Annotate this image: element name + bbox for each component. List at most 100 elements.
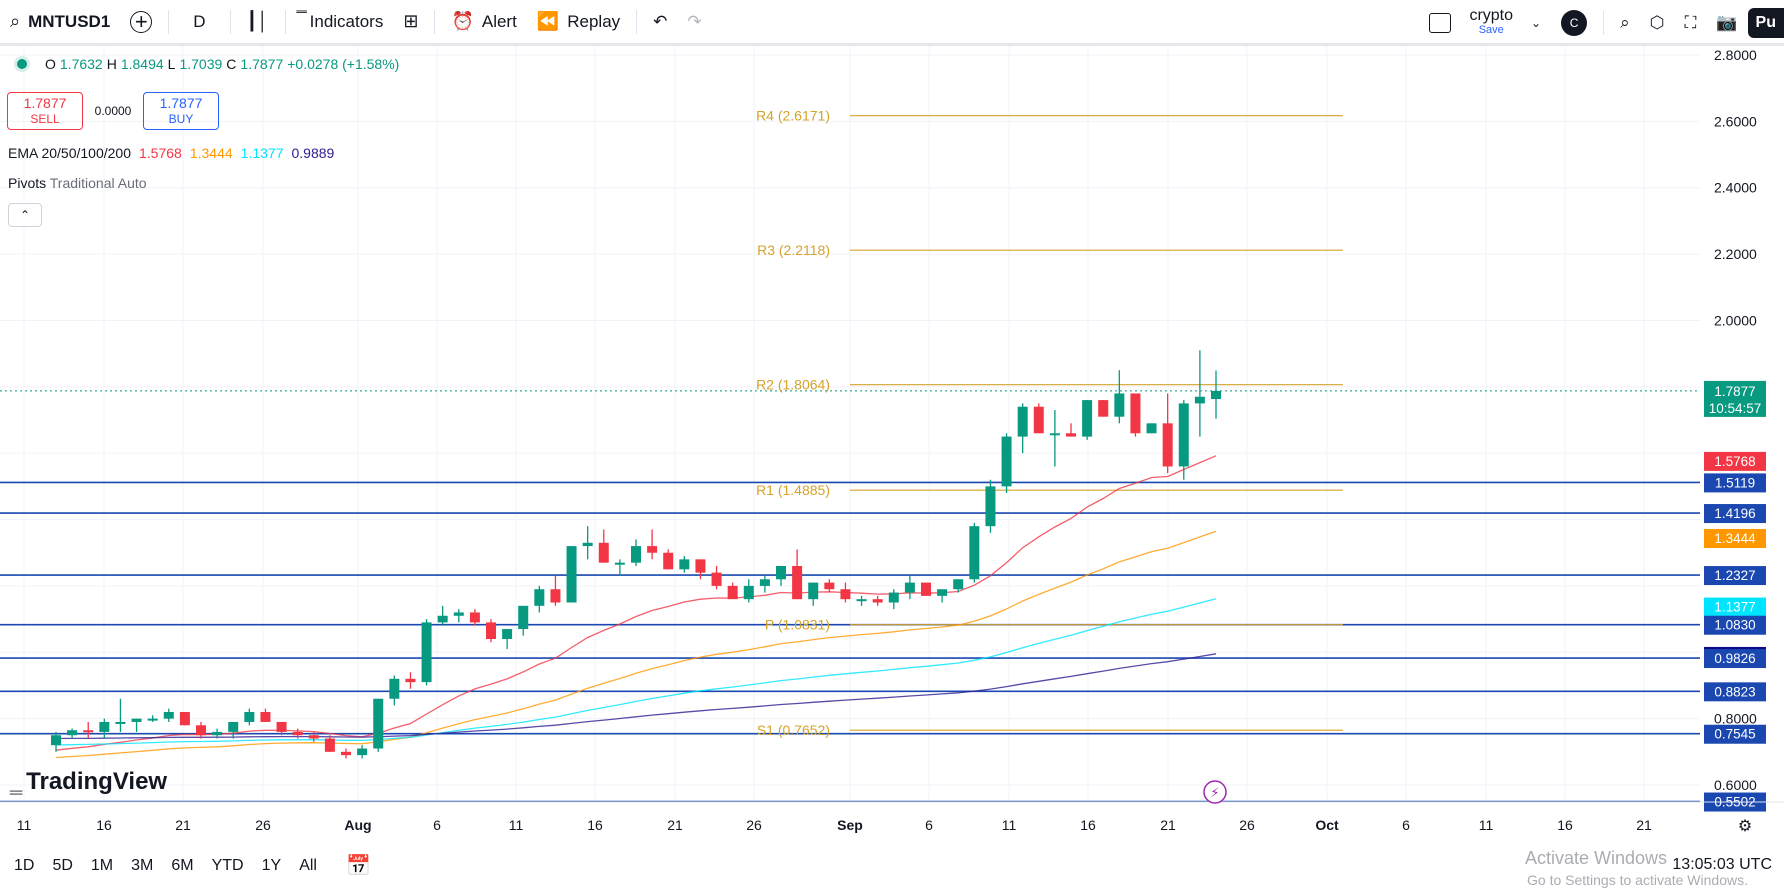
range-3m[interactable]: 3M [131, 856, 154, 874]
candle-body [131, 718, 142, 722]
candles [51, 350, 1221, 759]
price-label: 1.0830 [1714, 618, 1755, 633]
save-label: Save [1478, 24, 1504, 36]
alert-button[interactable]: ⏰ Alert [441, 0, 526, 45]
indicators-button[interactable]: ̿ Indicators [292, 0, 394, 45]
sell-button[interactable]: 1.7877 SELL [7, 92, 83, 130]
collapse-legend-button[interactable]: ⌃ [8, 203, 42, 227]
alarm-clock-icon: ⏰ [451, 11, 474, 31]
price-label-box [1704, 566, 1766, 586]
ema100-value: 1.1377 [240, 145, 284, 161]
candle-body [808, 582, 819, 600]
layout-save[interactable]: crypto Save [1461, 8, 1521, 38]
publish-button[interactable]: Pu [1747, 8, 1784, 38]
candle-body [228, 721, 239, 732]
calendar-icon[interactable]: 📅 [345, 855, 371, 877]
candle-body [1130, 393, 1141, 434]
candle-body [147, 718, 158, 721]
candle-body [534, 589, 545, 606]
price-tick: 0.8000 [1714, 711, 1757, 727]
price-label: 0.8823 [1714, 684, 1755, 699]
high-key: H [106, 56, 117, 72]
settings-button[interactable]: ⬡ [1640, 0, 1675, 46]
avatar[interactable]: C [1561, 10, 1588, 36]
price-tick: 2.4000 [1714, 180, 1757, 196]
pivots-legend[interactable]: Pivots Traditional Auto [8, 175, 147, 191]
redo-icon: ↷ [687, 11, 702, 31]
chevron-down-icon: ⌄ [1531, 16, 1542, 30]
candle-body [872, 599, 883, 603]
interval-button[interactable]: D [175, 0, 223, 45]
range-6m[interactable]: 6M [171, 856, 194, 874]
ema-100-line [55, 598, 1217, 746]
candle-body [631, 546, 641, 563]
price-label-box [1704, 724, 1766, 744]
close-value: 1.7877 [240, 56, 284, 72]
bottom-toolbar: 1D 5D 1M 3M 6M YTD 1Y All 📅 [0, 842, 1784, 889]
chart-type-button[interactable]: ┃│ [237, 0, 279, 45]
range-1m[interactable]: 1M [90, 856, 114, 874]
candle-body [1162, 423, 1173, 467]
candle-body [776, 566, 786, 580]
price-label: 1.2327 [1714, 568, 1755, 583]
clock[interactable]: 13:05:03 UTC [1672, 856, 1772, 873]
ema-200-line [55, 653, 1217, 740]
tradingview-logo[interactable]: ‗ TradingView [10, 768, 167, 796]
candle-body [647, 546, 658, 553]
range-all[interactable]: All [299, 856, 317, 874]
range-ytd[interactable]: YTD [211, 856, 244, 874]
pivot-label: R2 (1.8064) [756, 377, 830, 393]
candle-body [212, 731, 223, 736]
grid-icon: ⊞ [403, 11, 419, 31]
candle-body [437, 615, 448, 623]
snapshot-button[interactable]: 📷 [1706, 0, 1747, 46]
candle-body [904, 582, 915, 593]
fullscreen-button[interactable]: ⛶ [1674, 0, 1706, 46]
price-chart[interactable]: R4 (2.6171) R3 (2.2118) R2 (1.8064) R1 (1.4… [0, 46, 1784, 842]
tv-logo-icon: ‗ [10, 769, 22, 794]
divider [1603, 11, 1605, 35]
ema20-value: 1.5768 [139, 145, 182, 161]
price-label-box [1704, 473, 1766, 493]
range-1d[interactable]: 1D [14, 856, 35, 874]
candle-body [486, 622, 496, 639]
candle-body [985, 486, 996, 527]
rewind-icon: ⏪ [536, 11, 560, 31]
candle-body [244, 712, 255, 722]
undo-button[interactable]: ↶ [643, 0, 677, 45]
layout-toggle[interactable] [1419, 0, 1461, 46]
range-5d[interactable]: 5D [52, 856, 73, 874]
redo-button[interactable]: ↷ [677, 0, 711, 45]
buy-button[interactable]: 1.7877 BUY [143, 92, 219, 130]
undo-icon: ↶ [653, 11, 668, 31]
range-1y[interactable]: 1Y [261, 856, 282, 874]
candle-body [389, 678, 400, 699]
candle-body [292, 731, 303, 736]
time-axis: 11 16 21 26 Aug 6 11 16 21 26 Sep 6 11 16 21 26 Oct 6 11 16… [0, 780, 1784, 835]
pivot-label: S1 (0.7652) [757, 722, 830, 738]
candle-body [566, 546, 577, 603]
candle-body [969, 526, 980, 580]
candle-body [67, 730, 78, 736]
alert-label: Alert [481, 11, 517, 31]
ema-50-line [55, 530, 1217, 759]
candle-body [711, 572, 722, 586]
symbol-name: MNTUSD1 [28, 11, 111, 31]
symbol-search[interactable]: ⌕ MNTUSD1 [0, 0, 120, 45]
indicators-label: Indicators [309, 11, 384, 31]
pivot-lines: R4 (2.6171) R3 (2.2118) R2 (1.8064) R1 (1.4… [756, 108, 1343, 738]
ohlc-legend: O 1.7632 H 1.8494 L 1.7039 C 1.7877 +0.0278 … [8, 56, 399, 72]
change-value: +0.0278 (+1.58%) [287, 56, 400, 72]
divider [168, 9, 170, 34]
replay-button[interactable]: ⏪ Replay [527, 0, 630, 45]
compare-button[interactable]: + [120, 0, 162, 45]
magic-search-icon: ⌕ [1620, 13, 1630, 32]
quick-search-button[interactable]: ⌕ [1610, 0, 1640, 46]
layout-menu-button[interactable]: ⌄ [1521, 0, 1551, 46]
ema-legend[interactable]: EMA 20/50/100/200 1.5768 1.3444 1.1377 0… [8, 145, 334, 161]
candle-body [1146, 423, 1157, 434]
layout-name: crypto [1469, 7, 1514, 24]
templates-button[interactable]: ⊞ [393, 0, 428, 45]
plus-circle-icon: + [130, 9, 153, 34]
price-tick: 0.6000 [1714, 777, 1757, 793]
